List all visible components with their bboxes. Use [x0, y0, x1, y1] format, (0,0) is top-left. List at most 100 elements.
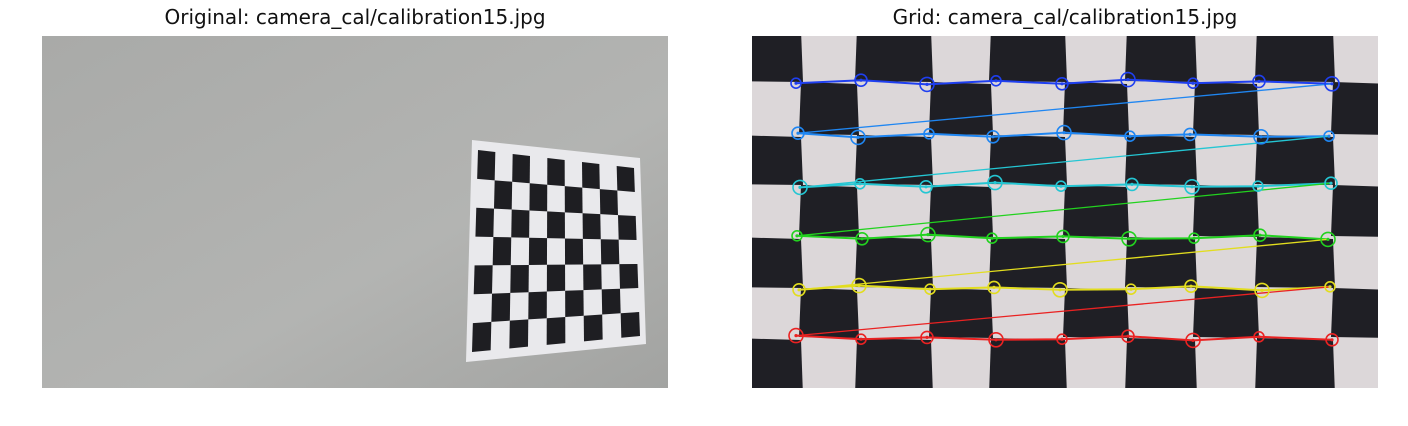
board-square [1255, 135, 1335, 185]
corner-marker [1125, 177, 1139, 192]
board-square [583, 264, 602, 291]
board-square [528, 291, 547, 320]
warped-checkerboard-icon [752, 36, 1378, 388]
corner-point [1130, 182, 1134, 186]
corner-marker [791, 126, 805, 140]
board-square [547, 211, 565, 239]
board-square [547, 158, 565, 187]
board-square [1125, 338, 1197, 388]
corner-point [1190, 185, 1194, 189]
row-connector-line [799, 135, 1330, 189]
board-square [583, 314, 603, 342]
board-square [1255, 36, 1335, 82]
corner-marker [987, 280, 1001, 295]
row-connector-line [797, 83, 1333, 134]
corner-marker [1055, 76, 1069, 91]
board-square [752, 135, 803, 185]
corner-marker [1254, 282, 1270, 299]
corner-marker [1183, 127, 1197, 142]
corner-marker [1055, 180, 1067, 192]
corner-marker [1056, 333, 1068, 346]
board-square [565, 290, 584, 317]
board-square [989, 237, 1067, 288]
corner-marker [990, 74, 1002, 87]
board-square [799, 185, 859, 237]
corner-marker [919, 180, 933, 194]
original-image-title: Original: camera_cal/calibration15.jpg [164, 5, 546, 29]
corner-marker [1188, 232, 1200, 244]
corner-point [992, 285, 996, 289]
board-square [477, 150, 496, 181]
corner-point [1259, 135, 1263, 139]
board-square [618, 215, 637, 240]
board-square [619, 264, 639, 289]
board-square [1255, 237, 1335, 288]
corner-point [860, 237, 864, 241]
corner-point [856, 135, 860, 139]
board-square [528, 237, 548, 265]
corner-point [993, 181, 997, 185]
corner-point [1257, 335, 1261, 339]
row-connector-line [796, 182, 1332, 237]
board-square [546, 264, 566, 292]
row-connector-line [795, 286, 1331, 337]
corner-point [1191, 338, 1195, 342]
corner-point [1328, 285, 1332, 289]
corner-point [857, 284, 861, 288]
board-square [752, 338, 803, 388]
corner-marker [1052, 282, 1068, 298]
corner-point [1059, 184, 1063, 188]
corner-point [925, 335, 929, 339]
corner-marker [988, 331, 1004, 348]
corner-marker [1252, 180, 1264, 192]
corner-marker [986, 232, 998, 244]
corner-marker [920, 226, 936, 243]
corner-marker [792, 283, 806, 297]
corner-marker [923, 128, 935, 140]
corner-marker [1184, 279, 1198, 293]
board-square [799, 82, 859, 135]
corner-point [1058, 288, 1062, 292]
board-square [510, 264, 529, 293]
corner-marker [851, 277, 867, 294]
board-square [1063, 288, 1129, 338]
corner-marker [788, 327, 804, 344]
board-square [1255, 338, 1335, 388]
board-square [929, 185, 993, 237]
board-square [855, 338, 933, 388]
corner-point [994, 79, 998, 83]
board-square [1063, 82, 1129, 135]
board-square [752, 36, 803, 82]
corner-marker [1185, 332, 1201, 349]
board-square [600, 239, 620, 265]
board-square [1125, 36, 1197, 82]
corner-marker [1120, 71, 1136, 88]
corner-marker [987, 174, 1003, 191]
checkerboard-photo-icon [42, 36, 668, 388]
corner-point [795, 234, 799, 238]
corner-marker [1125, 283, 1137, 295]
corner-point [1060, 337, 1064, 341]
corner-point [1061, 234, 1065, 238]
corner-point [990, 236, 994, 240]
board-square [494, 180, 513, 210]
corner-point [1330, 338, 1334, 342]
board-square [509, 319, 529, 349]
corner-point [796, 131, 800, 135]
corner-point [1329, 181, 1333, 185]
board-square [1331, 288, 1378, 338]
corner-marker [1253, 330, 1265, 343]
corner-marker [1324, 176, 1338, 190]
corner-point [1326, 237, 1330, 241]
corner-marker [1187, 77, 1199, 90]
corner-marker [1325, 332, 1339, 347]
corner-point [1189, 284, 1193, 288]
corner-marker [855, 333, 867, 346]
corner-point [794, 81, 798, 85]
corner-point [1127, 237, 1131, 241]
corner-point [1062, 131, 1066, 135]
corner-point [797, 288, 801, 292]
board-square [752, 237, 803, 288]
board-square [855, 237, 933, 288]
board-square [475, 207, 494, 237]
